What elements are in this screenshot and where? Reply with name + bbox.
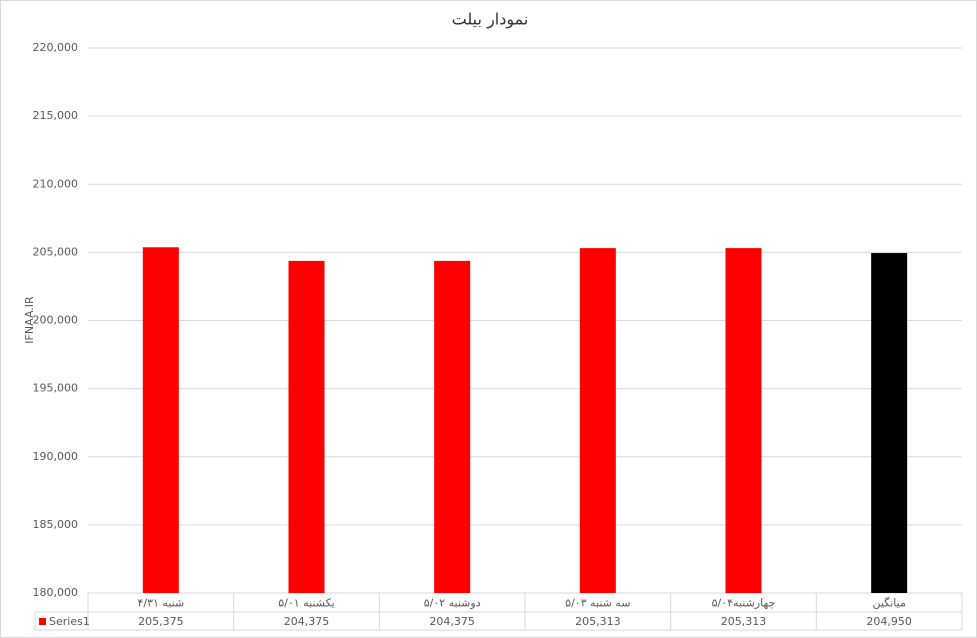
table-value: 205,313 (721, 615, 767, 628)
y-tick-label: 205,000 (33, 245, 79, 258)
y-tick-label: 195,000 (33, 382, 79, 395)
bar (142, 247, 179, 593)
legend-marker (39, 618, 46, 625)
y-tick-label: 215,000 (33, 109, 79, 122)
y-tick-label: 190,000 (33, 450, 79, 463)
x-tick-label: سه شنبه ۵/۰۳ (565, 597, 630, 610)
y-tick-label: 210,000 (33, 177, 79, 190)
y-tick-label: 220,000 (33, 41, 79, 54)
bar (579, 248, 616, 593)
bar (871, 253, 908, 593)
x-tick-label: چهارشنبه۵/۰۴ (712, 597, 776, 610)
y-tick-label: 180,000 (33, 586, 79, 599)
bar (725, 248, 762, 593)
bar (288, 260, 325, 593)
x-tick-label: دوشنبه ۵/۰۲ (424, 597, 481, 610)
x-tick-label: یکشنبه ۵/۰۱ (278, 597, 334, 610)
x-tick-label: شنبه ۴/۳۱ (137, 597, 184, 610)
bar (434, 260, 471, 593)
legend-label: Series1 (49, 615, 90, 628)
x-tick-label: میانگین (872, 597, 906, 610)
y-axis-label: IFNAA.IR (23, 296, 36, 344)
y-tick-label: 185,000 (33, 518, 79, 531)
table-value: 204,375 (429, 615, 475, 628)
chart-title: نمودار بیلت (452, 10, 529, 30)
table-value: 205,313 (575, 615, 621, 628)
table-value: 204,375 (284, 615, 330, 628)
table-value: 204,950 (866, 615, 912, 628)
y-tick-label: 200,000 (33, 314, 79, 327)
table-value: 205,375 (138, 615, 184, 628)
